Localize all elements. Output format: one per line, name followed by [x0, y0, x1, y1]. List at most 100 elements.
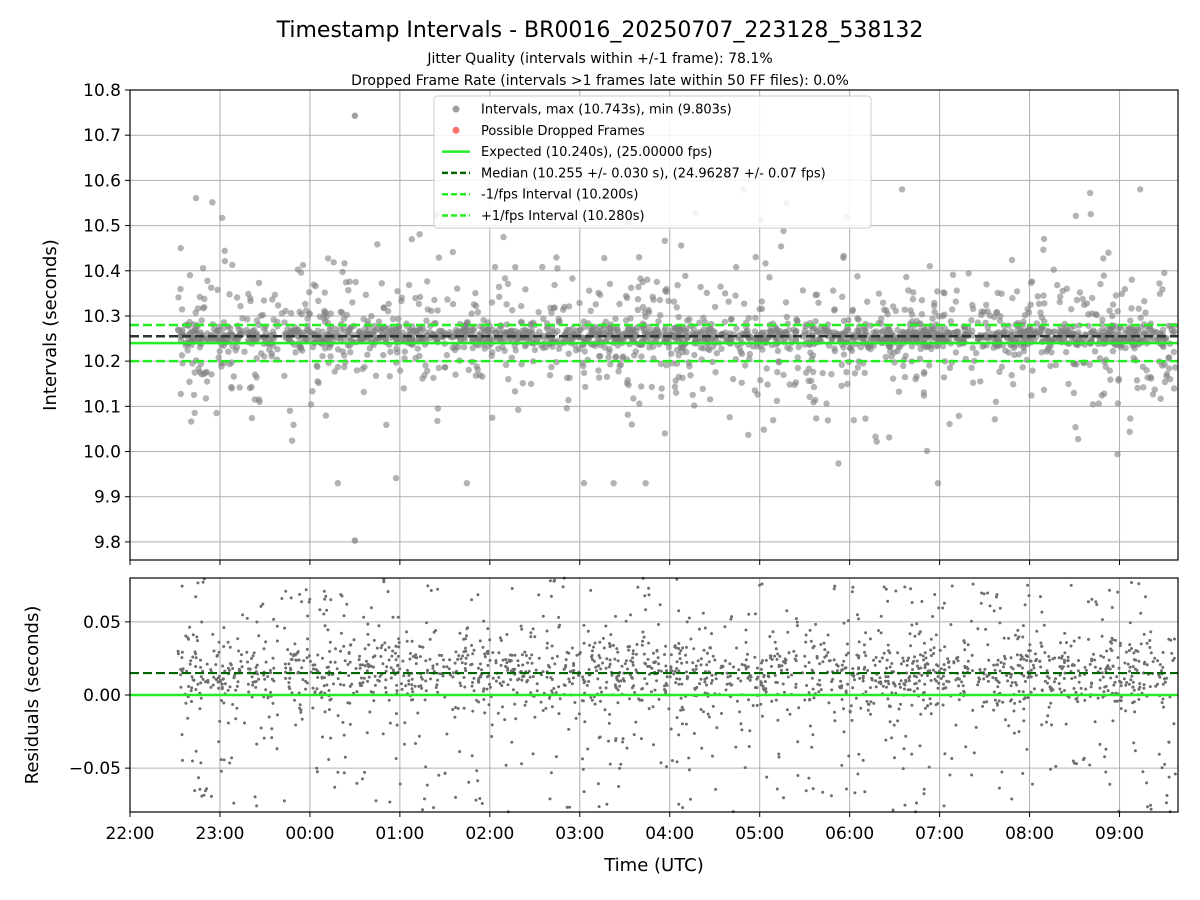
residual-point [665, 669, 668, 673]
interval-point [535, 308, 542, 316]
residual-point [766, 674, 770, 678]
residual-point [982, 592, 986, 596]
interval-point [175, 327, 182, 334]
residual-point [464, 662, 468, 666]
interval-point [756, 305, 763, 313]
residual-point [411, 690, 415, 694]
interval-point [1099, 333, 1106, 340]
interval-point [646, 344, 653, 351]
residual-point [672, 672, 676, 676]
residual-point [619, 679, 623, 683]
residual-point [235, 706, 239, 710]
interval-point [346, 278, 353, 285]
residual-point [1167, 740, 1171, 744]
residual-point [796, 774, 800, 777]
residual-point [810, 745, 814, 749]
residual-point [1158, 675, 1162, 679]
interval-point [703, 289, 710, 297]
interval-point [1156, 280, 1163, 287]
interval-point [718, 345, 725, 352]
residual-point [193, 789, 197, 793]
residual-point [206, 678, 210, 682]
residual-point [327, 689, 331, 692]
residual-point [633, 690, 637, 694]
residual-point [1105, 666, 1109, 670]
residual-point [336, 770, 340, 774]
interval-point [460, 344, 468, 351]
residual-point [938, 648, 942, 652]
interval-point [416, 231, 423, 238]
residual-point [271, 656, 275, 660]
residual-point [980, 591, 984, 595]
residual-point [333, 660, 337, 664]
residual-point [864, 631, 868, 635]
interval-point [178, 352, 186, 359]
residual-point [906, 688, 910, 692]
residual-point [1173, 772, 1177, 776]
interval-point [286, 407, 294, 414]
x-tick-label: 00:00 [285, 824, 334, 844]
interval-point [434, 417, 441, 425]
residual-point [807, 776, 811, 780]
interval-point [913, 373, 920, 380]
interval-point [733, 263, 740, 271]
residual-point [603, 708, 607, 712]
residual-point [436, 678, 440, 682]
x-tick-label: 05:00 [735, 824, 784, 844]
interval-point [675, 313, 682, 321]
residual-point [746, 652, 749, 656]
residual-point [212, 675, 216, 679]
residual-point [284, 589, 288, 593]
interval-point [384, 307, 392, 315]
residual-point [807, 661, 811, 664]
residual-point [558, 697, 562, 701]
residual-point [419, 684, 423, 688]
residual-point [1148, 685, 1152, 689]
residual-point [1098, 742, 1102, 746]
interval-point [699, 385, 706, 392]
residual-point [563, 684, 567, 687]
residual-point [462, 706, 466, 710]
residual-point [1096, 696, 1100, 700]
residual-point [222, 626, 226, 630]
residual-point [435, 662, 439, 666]
residual-point [1087, 637, 1090, 641]
residual-point [735, 699, 739, 703]
residual-point [857, 640, 861, 644]
residual-point [372, 638, 376, 642]
residual-point [1016, 628, 1020, 632]
residual-point [567, 677, 571, 681]
residual-point [797, 706, 801, 710]
residual-point [715, 726, 719, 730]
residual-point [1161, 697, 1165, 701]
residual-point [1131, 680, 1135, 684]
residual-point [725, 671, 729, 675]
residual-point [191, 759, 194, 763]
residual-point [811, 787, 815, 791]
residual-point [535, 682, 539, 686]
residual-point [818, 678, 821, 682]
residual-point [1084, 687, 1088, 691]
interval-point [663, 362, 670, 369]
residual-point [1161, 682, 1165, 686]
residual-point [680, 682, 684, 686]
interval-point [287, 327, 295, 334]
residual-point [998, 621, 1002, 625]
residual-point [705, 683, 708, 687]
residual-point [1026, 696, 1030, 700]
interval-point [302, 300, 309, 308]
interval-point [548, 309, 555, 316]
residual-point [215, 654, 219, 658]
interval-point [1114, 451, 1121, 458]
residual-point [414, 653, 418, 657]
residual-point [926, 669, 930, 673]
interval-point [657, 360, 665, 368]
residual-point [565, 650, 569, 654]
residual-point [568, 670, 572, 674]
interval-point [848, 343, 855, 350]
residual-point [853, 678, 856, 682]
residual-point [176, 652, 180, 656]
interval-point [570, 330, 577, 337]
interval-point [955, 412, 963, 420]
residual-point [907, 656, 911, 660]
